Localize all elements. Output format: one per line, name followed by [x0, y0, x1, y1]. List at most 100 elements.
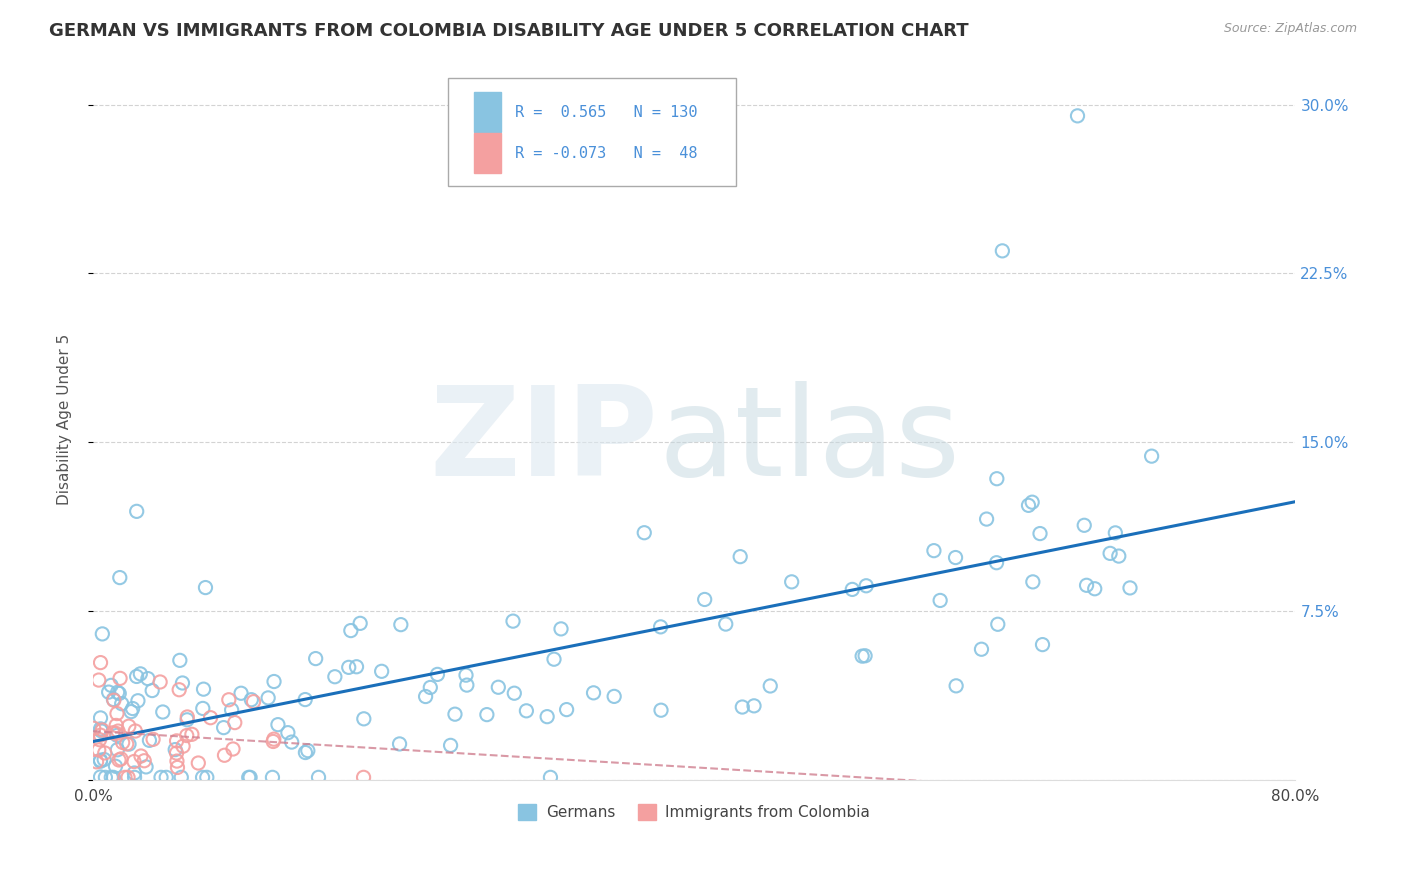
Point: [650, 620, 672, 634]
Point: [89, 728, 111, 742]
Point: [94, 770, 117, 784]
Point: [105, 706, 128, 721]
Point: [120, 705, 142, 719]
Text: Source: ZipAtlas.com: Source: ZipAtlas.com: [1223, 22, 1357, 36]
Point: [111, 735, 134, 749]
Point: [87, 673, 110, 687]
Point: [1099, 546, 1122, 560]
Point: [129, 749, 152, 764]
Text: GERMAN VS IMMIGRANTS FROM COLOMBIA DISABILITY AGE UNDER 5 CORRELATION CHART: GERMAN VS IMMIGRANTS FROM COLOMBIA DISAB…: [49, 22, 969, 40]
Point: [370, 665, 392, 679]
Point: [742, 698, 765, 713]
Text: R = -0.073   N =  48: R = -0.073 N = 48: [515, 145, 697, 161]
Point: [1140, 449, 1163, 463]
Point: [138, 733, 160, 747]
Point: [240, 692, 263, 706]
Legend: Germans, Immigrants from Colombia: Germans, Immigrants from Colombia: [512, 797, 876, 826]
Point: [550, 622, 572, 636]
Point: [222, 742, 245, 756]
Point: [257, 690, 280, 705]
Point: [224, 715, 246, 730]
Point: [1119, 581, 1142, 595]
Point: [87, 743, 110, 757]
Point: [1021, 495, 1043, 509]
Point: [118, 719, 141, 733]
Point: [221, 703, 243, 717]
Point: [486, 680, 509, 694]
Point: [1104, 525, 1126, 540]
Point: [780, 574, 803, 589]
Text: ZIP: ZIP: [429, 381, 658, 501]
Point: [108, 686, 131, 700]
Point: [91, 723, 114, 737]
Point: [114, 770, 136, 784]
Point: [297, 744, 319, 758]
Point: [456, 678, 478, 692]
Point: [167, 682, 190, 697]
Point: [89, 770, 111, 784]
Point: [193, 682, 215, 697]
FancyBboxPatch shape: [474, 93, 501, 132]
Point: [165, 742, 187, 756]
Point: [117, 770, 139, 784]
Point: [110, 752, 132, 766]
Point: [277, 725, 299, 739]
Point: [582, 686, 605, 700]
Point: [242, 695, 264, 709]
FancyBboxPatch shape: [474, 134, 501, 173]
Point: [166, 734, 188, 748]
Point: [94, 746, 117, 760]
Point: [714, 617, 737, 632]
Point: [135, 760, 157, 774]
Point: [149, 675, 172, 690]
Point: [543, 652, 565, 666]
Point: [633, 525, 655, 540]
Point: [89, 754, 111, 768]
Point: [170, 770, 193, 784]
Point: [1108, 549, 1130, 563]
Point: [142, 732, 165, 747]
Point: [855, 579, 877, 593]
Point: [603, 690, 626, 704]
Point: [555, 703, 578, 717]
Point: [841, 582, 863, 597]
Point: [475, 707, 498, 722]
Point: [945, 550, 967, 565]
Point: [89, 722, 111, 736]
Point: [103, 770, 125, 784]
Point: [426, 667, 449, 681]
Point: [853, 648, 876, 663]
Point: [103, 692, 125, 706]
Text: R =  0.565   N = 130: R = 0.565 N = 130: [515, 104, 697, 120]
Point: [503, 686, 526, 700]
Point: [115, 737, 138, 751]
Point: [124, 770, 146, 784]
Point: [1018, 499, 1040, 513]
Point: [218, 692, 240, 706]
Point: [152, 705, 174, 719]
Point: [107, 685, 129, 699]
Point: [125, 669, 148, 683]
Point: [1066, 109, 1088, 123]
Point: [851, 649, 873, 664]
Point: [105, 718, 128, 732]
Point: [176, 729, 198, 743]
Point: [502, 614, 524, 628]
Point: [91, 627, 114, 641]
Point: [169, 653, 191, 667]
Point: [90, 723, 112, 738]
Point: [444, 707, 467, 722]
Point: [308, 770, 330, 784]
Point: [229, 686, 252, 700]
Point: [337, 660, 360, 674]
Point: [166, 760, 188, 774]
Point: [125, 504, 148, 518]
Point: [536, 709, 558, 723]
Point: [263, 674, 285, 689]
Point: [267, 717, 290, 731]
Point: [195, 770, 218, 784]
Point: [89, 656, 111, 670]
Point: [124, 766, 146, 780]
Point: [155, 770, 177, 784]
Point: [134, 754, 156, 768]
